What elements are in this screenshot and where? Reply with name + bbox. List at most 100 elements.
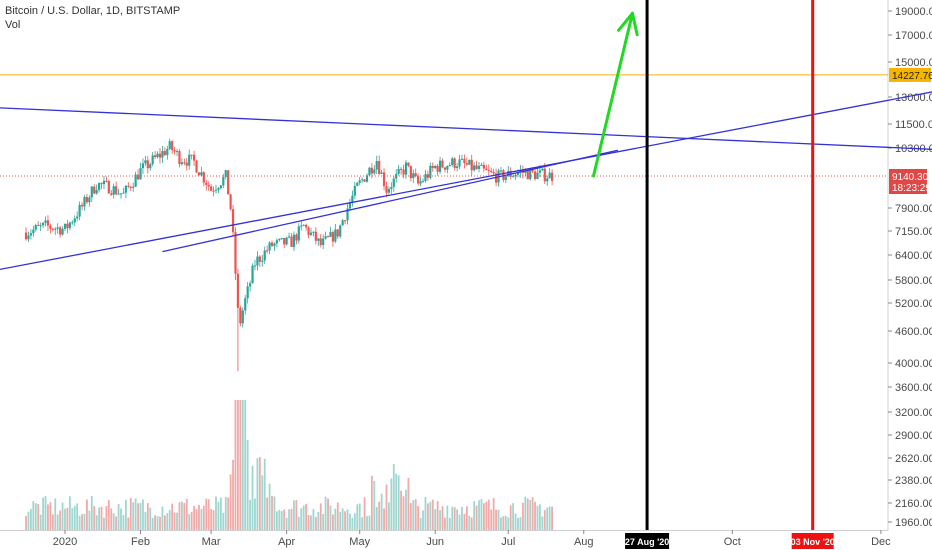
candle-body xyxy=(139,168,142,180)
candle-body xyxy=(115,186,118,195)
candle-body xyxy=(205,182,208,185)
volume-bar xyxy=(156,516,159,530)
projection-arrow-shaft[interactable] xyxy=(592,11,634,178)
symbol-title: Bitcoin / U.S. Dollar, 1D, BITSTAMP xyxy=(5,5,181,17)
volume-bar xyxy=(519,517,522,530)
candle-body xyxy=(387,188,391,193)
volume-bar xyxy=(297,516,300,530)
volume-bar xyxy=(504,515,507,530)
volume-bar xyxy=(232,459,234,530)
volume-bar xyxy=(42,497,44,530)
candle-body xyxy=(414,173,417,177)
candle-body xyxy=(429,165,432,178)
volume-bar xyxy=(146,503,149,530)
volume-bar xyxy=(461,507,463,530)
volume-bar xyxy=(241,400,244,530)
price-tick-label: 5800.00 xyxy=(895,275,932,287)
volume-bar xyxy=(356,504,359,530)
trendline-2[interactable] xyxy=(0,88,932,272)
volume-bar xyxy=(98,507,100,530)
candle-body xyxy=(258,256,261,262)
candle-body xyxy=(124,185,127,193)
candle-body xyxy=(146,160,149,169)
candle-body xyxy=(516,172,520,175)
candle-body xyxy=(112,186,115,195)
candle-body xyxy=(251,265,254,284)
volume-bar xyxy=(551,506,553,530)
volume-bar xyxy=(444,517,446,530)
volume-bar xyxy=(86,499,88,530)
volume-bar xyxy=(417,506,420,530)
candle-body xyxy=(78,204,81,217)
candle-body xyxy=(514,174,517,177)
volume-bar xyxy=(302,505,305,530)
candle-body xyxy=(475,165,478,169)
candle-body xyxy=(324,236,327,239)
price-tick-label: 3200.00 xyxy=(895,407,932,419)
price-tick-label: 7150.00 xyxy=(895,226,932,238)
volume-bar xyxy=(210,509,213,530)
trendline-1[interactable] xyxy=(0,107,932,150)
candle-body xyxy=(61,228,64,235)
candle-body xyxy=(431,165,434,169)
candle-body xyxy=(365,175,369,182)
volume-bar xyxy=(222,512,225,530)
volume-bar xyxy=(397,475,400,530)
volume-bar xyxy=(139,502,142,530)
candle-body xyxy=(44,220,47,223)
volume-bar xyxy=(429,501,432,530)
candle-body xyxy=(236,273,240,308)
volume-bar xyxy=(431,499,434,530)
candle-body xyxy=(470,159,473,171)
candle-body xyxy=(241,310,244,324)
volume-bar xyxy=(295,499,298,530)
candle-body xyxy=(314,231,317,241)
volume-bar xyxy=(375,507,378,530)
candle-body xyxy=(34,225,37,230)
volume-bar xyxy=(215,496,217,530)
volume-bar xyxy=(407,477,410,530)
volume-bar xyxy=(71,508,74,530)
candle-body xyxy=(380,172,383,174)
candle-body xyxy=(149,164,152,169)
candle-body xyxy=(465,163,468,165)
volume-bar xyxy=(229,474,232,530)
volume-bar xyxy=(434,509,437,530)
volume-bar xyxy=(132,502,135,530)
candle-body xyxy=(436,165,439,172)
volume-bar xyxy=(181,501,183,530)
volume-bar xyxy=(293,500,295,530)
volume-bar xyxy=(47,504,49,530)
candle-body xyxy=(407,162,410,166)
volume-bar xyxy=(483,503,485,530)
volume-bar xyxy=(100,506,103,530)
candle-body xyxy=(156,153,159,158)
volume-bar xyxy=(90,496,93,530)
volume-bar xyxy=(392,464,395,530)
candle-body xyxy=(275,240,278,244)
current-price-badge xyxy=(889,169,927,194)
volume-bar xyxy=(319,503,322,530)
volume-bar xyxy=(49,502,52,530)
time-tick-label: Oct xyxy=(724,536,741,548)
trendline-3[interactable] xyxy=(162,149,618,253)
price-tick-label: 3600.00 xyxy=(895,382,932,394)
candle-body xyxy=(351,195,354,203)
volume-bar xyxy=(534,501,536,530)
volume-bar xyxy=(27,511,30,530)
volume-bar xyxy=(346,509,349,530)
volume-bar xyxy=(468,515,471,530)
volume-bar xyxy=(171,503,174,530)
volume-bar xyxy=(426,503,429,530)
price-tick-label: 19000.00 xyxy=(895,6,932,18)
candle-body xyxy=(46,220,50,226)
volume-bar xyxy=(237,400,239,530)
candle-body xyxy=(37,225,40,227)
candle-body xyxy=(127,185,130,187)
candle-body xyxy=(80,204,84,207)
volume-bar xyxy=(548,506,551,530)
candle-body xyxy=(397,168,400,174)
price-tick-label: 11500.00 xyxy=(895,119,932,131)
candle-body xyxy=(97,183,101,190)
